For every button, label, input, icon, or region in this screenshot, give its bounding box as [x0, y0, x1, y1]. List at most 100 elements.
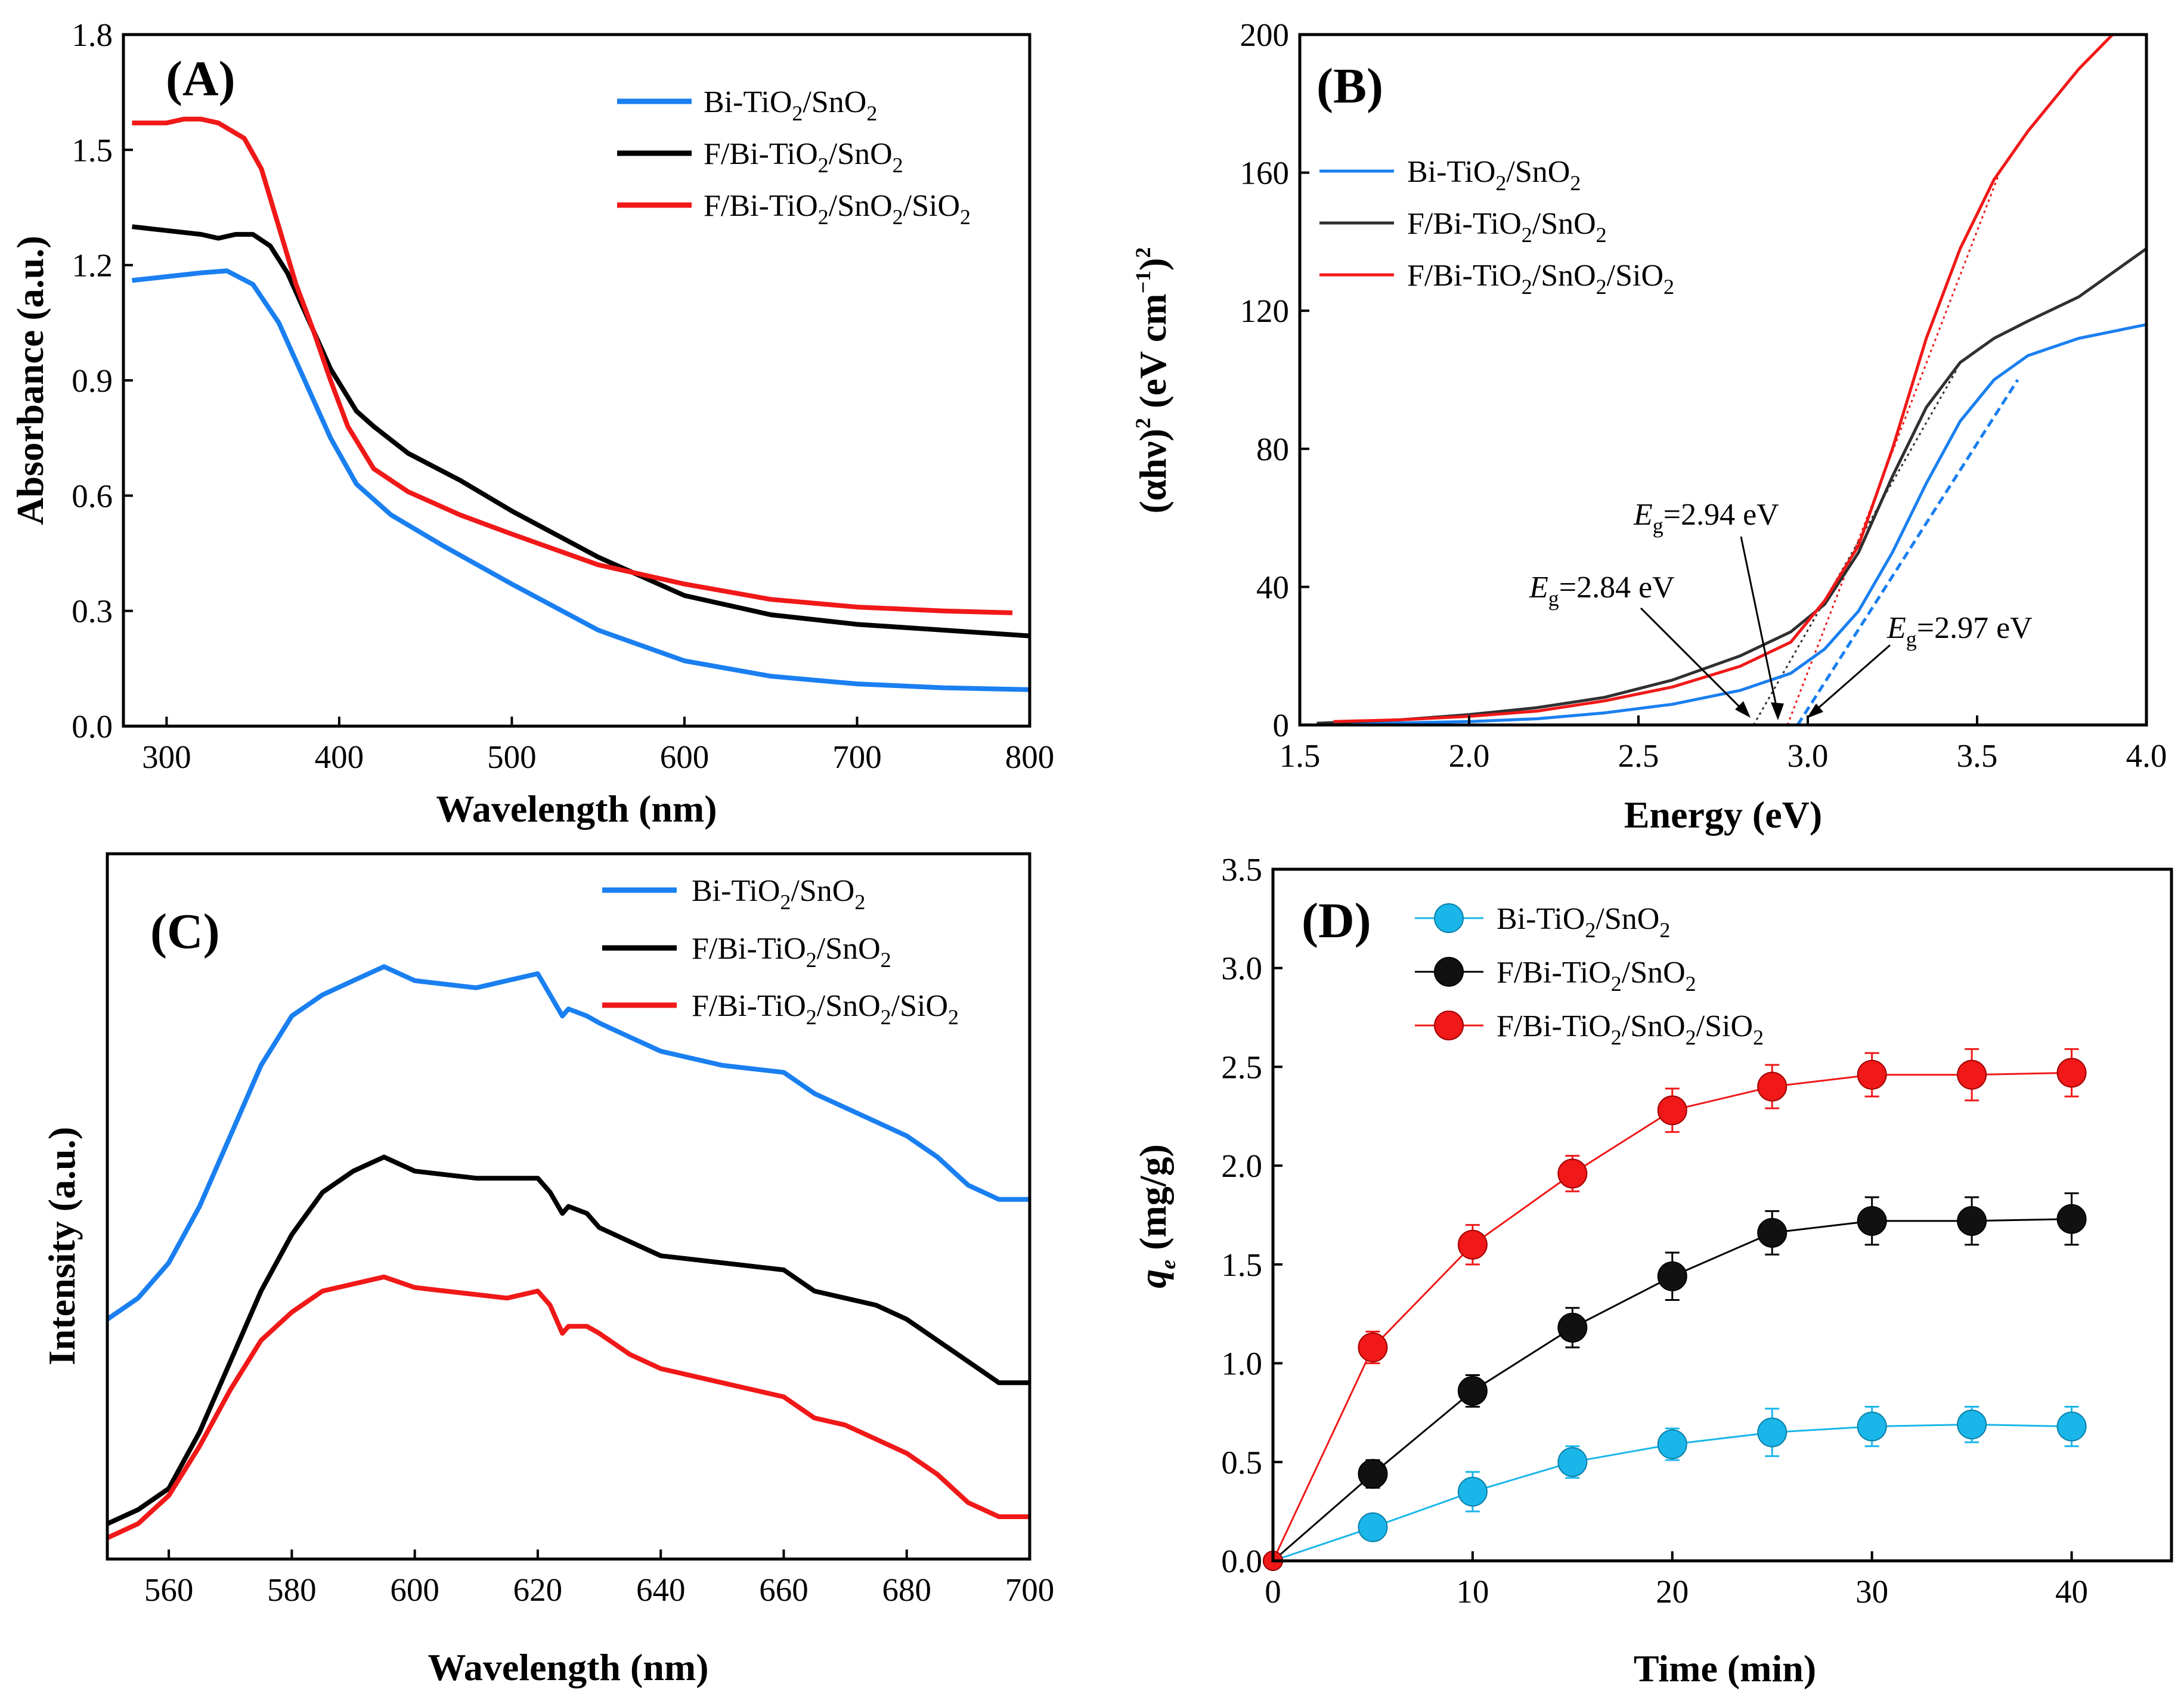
- data-point: [1757, 1417, 1788, 1448]
- legend-label-bi: Bi-TiO2/SnO2: [704, 85, 877, 125]
- series-line-bi-tio2-sno2: [1316, 323, 2147, 726]
- panel-a-plot-area: [132, 116, 1030, 692]
- x-tick-label: 300: [142, 739, 191, 775]
- x-tick-label: 3.5: [1957, 737, 1998, 774]
- tangent-line-1: [1752, 368, 1958, 726]
- legend-label-bi: Bi-TiO2/SnO2: [1407, 155, 1581, 195]
- panel-d-y-ticks: 0.0 0.5 1.0 1.5 2.0 2.5 3.0 3.5: [1221, 851, 1282, 1579]
- legend-label-fbisi: F/Bi-TiO2/SnO2/SiO2: [1497, 1009, 1764, 1049]
- y-tick-label: 80: [1256, 431, 1289, 467]
- y-tick-label: 0.0: [72, 708, 113, 745]
- panel-d: (D) 0 10 20 30 40 0.0 0.5 1.0 1.5 2.0 2.5 3.0 3.5 T…: [1132, 851, 2173, 1690]
- x-tick-label: 600: [660, 739, 710, 775]
- x-tick-label: 580: [267, 1572, 317, 1608]
- series-line-f-bi-tio2-sno2: [132, 224, 1030, 639]
- data-point: [2056, 1204, 2087, 1234]
- x-tick-label: 400: [315, 739, 364, 775]
- panel-a-x-label: Wavelength (nm): [436, 788, 717, 830]
- y-tick-label: 120: [1240, 293, 1290, 329]
- panel-b-y-label: (αhν)2 (eV cm−1)2: [1131, 247, 1174, 514]
- data-point: [1957, 1059, 1987, 1090]
- tangent-line-2: [1786, 169, 2002, 726]
- series-line-f-bi-tio2-sno2-sio2: [132, 116, 1013, 615]
- panel-d-plot-area: [1263, 1048, 2087, 1571]
- y-tick-label: 0.6: [72, 478, 113, 514]
- series-line-f-bi-tio2-sno2: [106, 1154, 1030, 1526]
- annotation-eg-294: Eg=2.94 eV: [1633, 498, 1779, 538]
- panel-d-frame: [1271, 867, 2173, 1563]
- y-tick-label: 3.5: [1221, 851, 1262, 888]
- tangent-line-3: [1796, 379, 2019, 726]
- y-tick-label: 0: [1273, 707, 1290, 743]
- annotation-eg-284: Eg=2.84 eV: [1529, 571, 1675, 611]
- panel-a-legend: Bi-TiO2/SnO2 F/Bi-TiO2/SnO2 F/Bi-TiO2/Sn…: [617, 85, 971, 229]
- data-point: [1757, 1071, 1788, 1102]
- y-tick-label: 0.3: [72, 593, 113, 630]
- data-point: [1657, 1261, 1687, 1291]
- data-point: [1857, 1411, 1887, 1442]
- panel-c-frame: [106, 852, 1031, 1561]
- panel-b-x-label: Energy (eV): [1624, 794, 1822, 836]
- y-tick-label: 0.5: [1221, 1444, 1262, 1480]
- panel-d-y-label: qe (mg/g): [1132, 1144, 1180, 1288]
- panel-b: (B) 1.5 2.0 2.5 3.0 3.5 4.0 0 40 80 120 160 200 En…: [1131, 17, 2167, 836]
- x-tick-label: 700: [832, 739, 882, 775]
- y-tick-label: 1.0: [1221, 1346, 1262, 1382]
- x-tick-label: 500: [487, 739, 537, 775]
- series-line-bi-tio2-sno2: [132, 268, 1030, 692]
- x-tick-label: 10: [1456, 1573, 1489, 1610]
- arrow-eg-297: [1812, 644, 1891, 714]
- panel-a: (A) 300 400 500 600 700 800 0.0 0.3 0.6 0.9 1.2 1.…: [9, 17, 1054, 830]
- x-tick-label: 800: [1005, 739, 1055, 775]
- legend-label-bi: Bi-TiO2/SnO2: [692, 874, 865, 914]
- y-tick-label: 0.9: [72, 362, 113, 399]
- data-point: [1358, 1332, 1388, 1363]
- arrow-head-eg-284: [1735, 701, 1751, 718]
- panel-a-label: (A): [166, 51, 236, 107]
- panel-a-y-label: Absorbance (a.u.): [9, 235, 51, 525]
- panel-b-annotations: Eg=2.94 eV Eg=2.84 eV Eg=2.97 eV: [1529, 498, 2033, 720]
- panel-c-x-label: Wavelength (nm): [427, 1646, 708, 1688]
- y-tick-label: 1.5: [1221, 1247, 1262, 1283]
- panel-c-plot-area: [106, 964, 1030, 1541]
- legend-label-fbisi: F/Bi-TiO2/SnO2/SiO2: [1407, 259, 1674, 299]
- data-point: [1457, 1375, 1488, 1406]
- panel-c-x-ticks: 560 580 600 620 640 660 680 700: [144, 1550, 1054, 1608]
- legend-label-fbi: F/Bi-TiO2/SnO2: [692, 932, 891, 972]
- legend-label-fbisi: F/Bi-TiO2/SnO2/SiO2: [692, 989, 959, 1029]
- arrow-eg-294: [1740, 536, 1779, 715]
- y-tick-label: 200: [1240, 17, 1290, 53]
- arrow-eg-284: [1640, 607, 1747, 714]
- legend-marker-bi: [1434, 903, 1464, 933]
- x-tick-label: 3.0: [1788, 737, 1829, 774]
- panel-c-legend: Bi-TiO2/SnO2 F/Bi-TiO2/SnO2 F/Bi-TiO2/Sn…: [602, 874, 959, 1029]
- panel-c-label: (C): [150, 904, 220, 959]
- series-line-f-bi-tio2-sno2: [1316, 247, 2148, 725]
- panel-a-x-ticks: 300 400 500 600 700 800: [142, 717, 1054, 775]
- x-tick-label: 660: [759, 1572, 808, 1608]
- legend-label-fbi: F/Bi-TiO2/SnO2: [1407, 207, 1607, 247]
- panel-c-y-label: Intensity (a.u.): [41, 1127, 83, 1365]
- arrow-head-eg-297: [1807, 704, 1823, 718]
- panel-b-legend: Bi-TiO2/SnO2 F/Bi-TiO2/SnO2 F/Bi-TiO2/Sn…: [1319, 155, 1674, 299]
- panel-c: (C) 560 580 600 620 640 660 680 700 Wavelength …: [41, 852, 1054, 1688]
- data-point: [1657, 1429, 1687, 1459]
- y-tick-label: 40: [1256, 569, 1289, 605]
- panel-b-frame: [1298, 33, 2148, 727]
- x-tick-label: 4.0: [2126, 737, 2167, 774]
- panel-b-x-ticks: 1.5 2.0 2.5 3.0 3.5 4.0: [1280, 715, 2167, 774]
- legend-marker-fbisi: [1434, 1011, 1464, 1040]
- y-tick-label: 0.0: [1221, 1543, 1262, 1579]
- x-tick-label: 2.5: [1618, 737, 1659, 774]
- x-tick-label: 1.5: [1280, 737, 1321, 774]
- data-point: [1457, 1229, 1488, 1260]
- x-tick-label: 680: [882, 1572, 931, 1608]
- y-tick-label: 3.0: [1221, 950, 1262, 987]
- y-tick-label: 1.8: [72, 17, 113, 53]
- panel-d-x-label: Time (min): [1634, 1647, 1816, 1690]
- data-point: [1358, 1459, 1388, 1489]
- data-point: [1457, 1477, 1488, 1507]
- panel-d-legend: Bi-TiO2/SnO2 F/Bi-TiO2/SnO2 F/Bi-TiO2/Sn…: [1415, 902, 1764, 1049]
- legend-label-fbi: F/Bi-TiO2/SnO2: [704, 137, 903, 177]
- y-tick-label: 2.5: [1221, 1049, 1262, 1085]
